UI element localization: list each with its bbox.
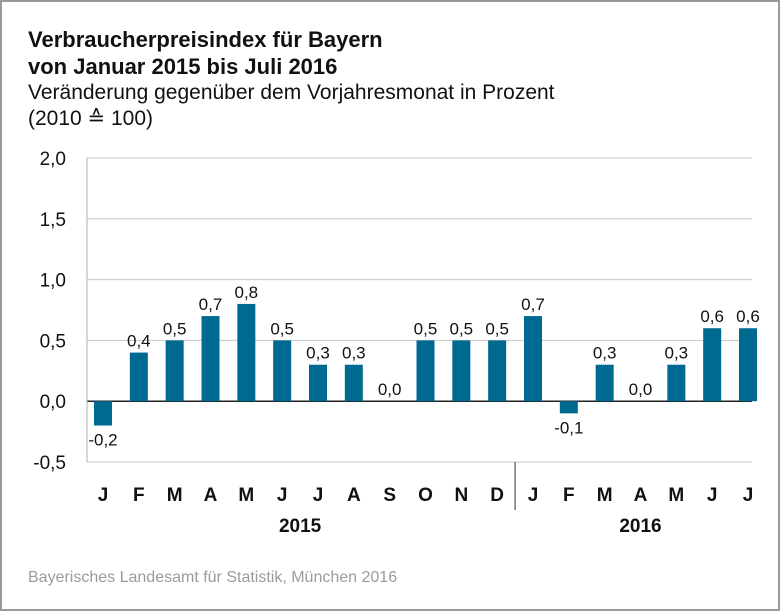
x-tick-label: M xyxy=(167,485,183,506)
bar-value-label: -0,1 xyxy=(554,418,583,437)
bar-value-label: 0,3 xyxy=(665,344,689,363)
bar-value-label: 0,6 xyxy=(700,307,724,326)
bar-value-label: 0,5 xyxy=(270,319,294,338)
bar-value-label: 0,5 xyxy=(485,319,509,338)
y-tick-label: -0,5 xyxy=(33,453,66,474)
value-labels: -0,2 0,4 0,5 0,7 0,8 0,5 0,3 0,3 0,0 0,5 0,5 0,5 0,7… xyxy=(88,283,759,450)
year-group-label: 2016 xyxy=(619,516,661,537)
x-tick-label: A xyxy=(204,485,218,506)
bar-value-label: 0,5 xyxy=(450,319,474,338)
y-tick-label: 0,0 xyxy=(40,392,66,413)
x-tick-label: A xyxy=(347,485,361,506)
x-tick-label: D xyxy=(490,485,504,506)
bar-value-label: 0,7 xyxy=(199,295,223,314)
chart-title: Verbraucherpreisindex für Bayern xyxy=(28,27,383,52)
x-tick-label: F xyxy=(133,485,145,506)
bar xyxy=(488,340,507,402)
x-tick-label: J xyxy=(707,485,718,506)
x-tick-label: J xyxy=(98,485,109,506)
year-group-label: 2015 xyxy=(279,516,322,537)
x-tick-label: M xyxy=(597,485,613,506)
bar xyxy=(94,401,112,426)
bar-value-label: 0,0 xyxy=(629,380,653,399)
bar xyxy=(559,401,578,414)
bar xyxy=(309,364,327,402)
bars xyxy=(94,303,757,426)
x-tick-label: J xyxy=(277,485,288,506)
bar xyxy=(667,364,686,402)
chart-titles: Verbraucherpreisindex für Bayern von Jan… xyxy=(28,26,555,132)
x-tick-label: F xyxy=(563,485,575,506)
bar-value-label: 0,3 xyxy=(306,344,330,363)
chart-subtitle: Veränderung gegenüber dem Vorjahresmonat… xyxy=(28,81,555,104)
gridlines xyxy=(87,157,752,463)
chart-base-note: (2010 ≙ 100) xyxy=(28,107,154,130)
chart-title-line2: von Januar 2015 bis Juli 2016 xyxy=(28,54,338,79)
bar xyxy=(524,316,542,402)
bar xyxy=(273,340,292,402)
source-note: Bayerisches Landesamt für Statistik, Mün… xyxy=(28,569,398,586)
bar-value-label: 0,5 xyxy=(414,319,438,338)
bar-value-label: 0,6 xyxy=(736,307,760,326)
x-tick-label: M xyxy=(668,485,684,506)
y-tick-label: 1,5 xyxy=(40,210,66,231)
x-tick-label: J xyxy=(743,485,754,506)
y-tick-label: 1,0 xyxy=(40,271,66,292)
bar-value-label: 0,4 xyxy=(127,332,151,351)
bar-value-label: -0,2 xyxy=(88,431,117,450)
x-tick-label: M xyxy=(238,485,254,506)
x-tick-label: J xyxy=(313,485,324,506)
bar xyxy=(452,340,471,402)
y-tick-label: 2,0 xyxy=(40,149,66,170)
bar xyxy=(129,352,148,402)
bar xyxy=(165,340,184,402)
bar-value-label: 0,5 xyxy=(163,319,187,338)
bar-value-label: 0,7 xyxy=(521,295,545,314)
year-groups: 2015 2016 xyxy=(279,462,662,537)
bar xyxy=(237,303,256,402)
bar xyxy=(344,364,363,402)
y-tick-label: 0,5 xyxy=(40,331,66,352)
bar xyxy=(201,316,220,402)
x-tick-label: A xyxy=(634,485,648,506)
bar xyxy=(703,328,722,402)
bar xyxy=(595,364,614,402)
bar-value-label: 0,0 xyxy=(378,380,402,399)
bar-value-label: 0,3 xyxy=(342,344,366,363)
x-tick-label: S xyxy=(383,485,396,506)
x-tick-label: O xyxy=(418,485,433,506)
bar-value-label: 0,8 xyxy=(235,283,259,302)
x-tick-label: N xyxy=(454,485,468,506)
bar-value-label: 0,3 xyxy=(593,344,617,363)
bar xyxy=(739,328,757,402)
bar xyxy=(416,340,435,402)
x-tick-label: J xyxy=(528,485,539,506)
y-axis: 2,0 1,5 1,0 0,5 0,0 -0,5 xyxy=(33,149,88,474)
